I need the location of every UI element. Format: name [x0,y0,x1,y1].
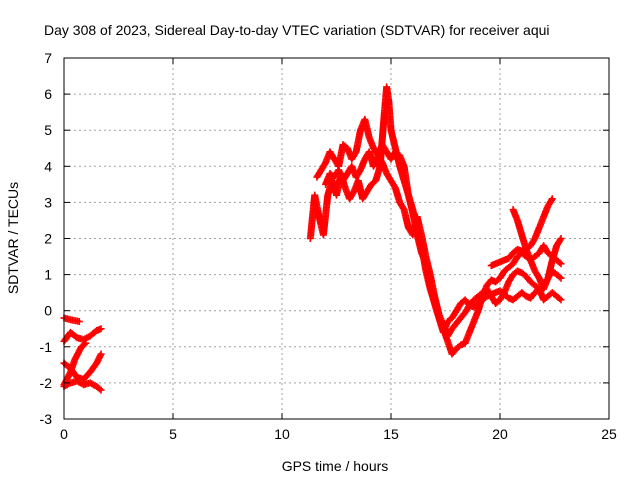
x-tick-label: 15 [383,426,399,442]
data-point-marker [556,259,564,267]
series-track-i [487,195,556,270]
y-tick-label: 4 [44,158,52,174]
series-track-e [60,339,90,389]
y-axis-label: SDTVAR / TECUs [5,182,21,294]
y-tick-label: 6 [44,86,52,102]
y-tick-label: 7 [44,50,52,66]
series-track-h [322,141,565,336]
series-track-b [60,325,105,345]
data-point-marker [547,196,555,204]
x-axis-label: GPS time / hours [282,458,389,474]
x-tick-label: 0 [60,426,68,442]
series-track-a [60,314,83,326]
data-point-marker [556,236,564,244]
x-tick-label: 25 [601,426,617,442]
data-point-marker [80,340,88,348]
data-point-marker [556,273,564,281]
data-point-marker [75,318,83,326]
y-tick-label: 1 [44,267,52,283]
data-point-marker [97,325,105,333]
x-tick-label: 10 [274,426,290,442]
y-tick-label: 3 [44,194,52,210]
x-tick-label: 20 [492,426,508,442]
data-point-marker [557,296,565,304]
y-tick-label: 0 [44,303,52,319]
y-tick-label: -1 [40,339,53,355]
chart-title: Day 308 of 2023, Sidereal Day-to-day VTE… [44,22,550,38]
data-point-marker [82,339,90,347]
data-point-marker [97,350,105,358]
grid-layer [64,58,609,419]
data-point-marker [557,235,565,242]
data-point-marker [557,274,565,282]
tick-layer: 0 5 10 15 20 25 -3 -2 -1 0 1 2 3 4 5 6 7 [40,50,617,442]
data-point-marker [557,260,565,268]
y-tick-label: -3 [40,411,53,427]
data-point-marker [548,195,556,203]
data-point-marker [556,295,564,303]
data-point-marker [97,386,105,394]
data-layer [60,83,565,394]
y-tick-label: 2 [44,231,52,247]
series-track-j [509,206,565,293]
y-tick-label: 5 [44,122,52,138]
data-point-marker [96,385,104,393]
x-tick-label: 5 [169,426,177,442]
y-tick-label: -2 [40,375,53,391]
